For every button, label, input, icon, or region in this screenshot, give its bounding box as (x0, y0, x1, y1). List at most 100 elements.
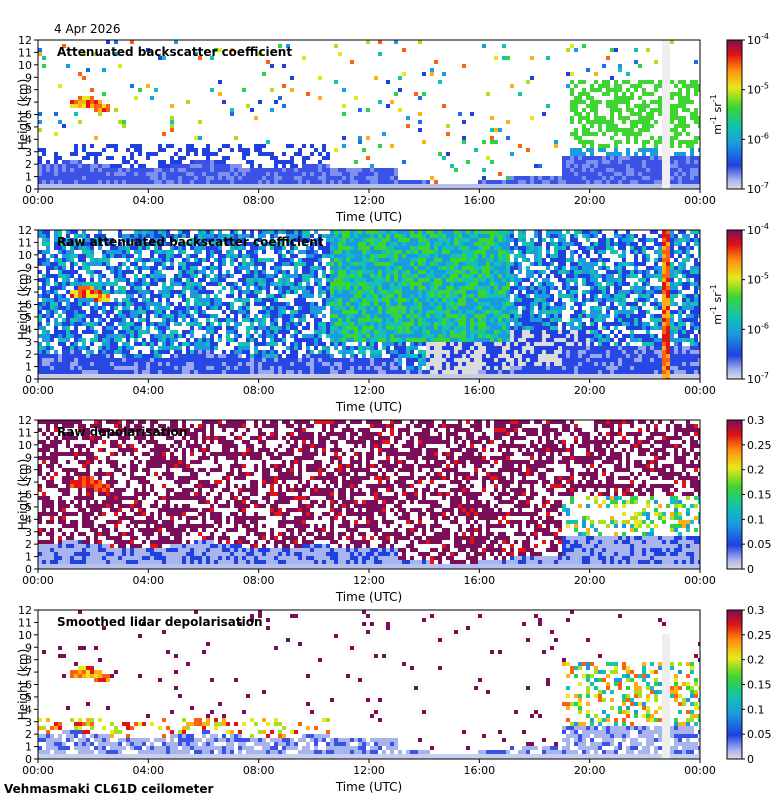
heatmap-cell (366, 184, 370, 188)
heatmap-cell (414, 278, 418, 282)
heatmap-cell (226, 362, 230, 366)
heatmap-cell (422, 286, 426, 290)
heatmap-cell (90, 290, 94, 294)
heatmap-cell (282, 302, 286, 306)
heatmap-cell (406, 258, 410, 262)
heatmap-cell (98, 172, 102, 176)
heatmap-cell (666, 164, 670, 168)
heatmap-cell (370, 370, 374, 374)
heatmap-cell (186, 282, 190, 286)
heatmap-cell (666, 100, 670, 104)
heatmap-cell (270, 366, 274, 370)
heatmap-cell (342, 278, 346, 282)
heatmap-cell (374, 230, 378, 234)
heatmap-cell (378, 358, 382, 362)
heatmap-cell (194, 322, 198, 326)
heatmap-cell (182, 286, 186, 290)
heatmap-cell (430, 258, 434, 262)
heatmap-cell (218, 80, 222, 84)
heatmap-cell (54, 160, 58, 164)
heatmap-cell (626, 184, 630, 188)
heatmap-cell (342, 250, 346, 254)
heatmap-cell (686, 144, 690, 148)
heatmap-cell (194, 346, 198, 350)
heatmap-cell (118, 242, 122, 246)
heatmap-cell (238, 322, 242, 326)
heatmap-cell (354, 250, 358, 254)
heatmap-cell (210, 366, 214, 370)
heatmap-cell (170, 184, 174, 188)
heatmap-cell (326, 322, 330, 326)
heatmap-cell (134, 234, 138, 238)
heatmap-cell (662, 64, 666, 68)
heatmap-cell (130, 302, 134, 306)
heatmap-cell (86, 234, 90, 238)
heatmap-cell (662, 176, 666, 180)
heatmap-cell (86, 176, 90, 180)
heatmap-cell (194, 234, 198, 238)
heatmap-cell (194, 246, 198, 250)
heatmap-cell (102, 302, 106, 306)
heatmap-cell (146, 172, 150, 176)
heatmap-cell (66, 160, 70, 164)
heatmap-cell (110, 366, 114, 370)
heatmap-cell (298, 322, 302, 326)
heatmap-cell (278, 246, 282, 250)
heatmap-cell (646, 184, 650, 188)
heatmap-cell (86, 286, 90, 290)
heatmap-cell (634, 84, 638, 88)
heatmap-cell (186, 152, 190, 156)
heatmap-cell (254, 290, 258, 294)
heatmap-cell (398, 298, 402, 302)
heatmap-cell (182, 164, 186, 168)
heatmap-cell (190, 148, 194, 152)
heatmap-cell (622, 180, 626, 184)
heatmap-cell (210, 342, 214, 346)
heatmap-cell (650, 176, 654, 180)
heatmap-cell (118, 254, 122, 258)
heatmap-cell (110, 354, 114, 358)
heatmap-cell (182, 318, 186, 322)
heatmap-cell (294, 342, 298, 346)
heatmap-cell (650, 184, 654, 188)
heatmap-cell (198, 56, 202, 60)
heatmap-cell (114, 274, 118, 278)
heatmap-cell (134, 238, 138, 242)
heatmap-cell (374, 184, 378, 188)
heatmap-cell (90, 310, 94, 314)
heatmap-cell (374, 270, 378, 274)
heatmap-cell (682, 124, 686, 128)
heatmap-cell (394, 334, 398, 338)
heatmap-cell (366, 242, 370, 246)
heatmap-cell (282, 184, 286, 188)
heatmap-cell (138, 234, 142, 238)
heatmap-cell (38, 120, 42, 124)
heatmap-cell (310, 314, 314, 318)
heatmap-cell (86, 362, 90, 366)
heatmap-cell (210, 346, 214, 350)
heatmap-cell (194, 176, 198, 180)
x-tick-label: 00:00 (684, 194, 716, 207)
heatmap-cell (74, 180, 78, 184)
heatmap-cell (174, 160, 178, 164)
heatmap-cell (170, 318, 174, 322)
heatmap-cell (342, 176, 346, 180)
heatmap-cell (382, 366, 386, 370)
heatmap-cell (366, 318, 370, 322)
heatmap-cell (406, 254, 410, 258)
heatmap-cell (230, 108, 234, 112)
heatmap-cell (78, 370, 82, 374)
heatmap-cell (346, 326, 350, 330)
heatmap-cell (62, 246, 66, 250)
heatmap-cell (122, 270, 126, 274)
heatmap-cell (290, 164, 294, 168)
heatmap-cell (206, 354, 210, 358)
heatmap-cell (354, 282, 358, 286)
heatmap-cell (402, 258, 406, 262)
heatmap-cell (318, 286, 322, 290)
heatmap-cell (358, 310, 362, 314)
heatmap-cell (46, 370, 50, 374)
heatmap-cell (42, 168, 46, 172)
heatmap-cell (106, 104, 110, 108)
heatmap-cell (402, 346, 406, 350)
